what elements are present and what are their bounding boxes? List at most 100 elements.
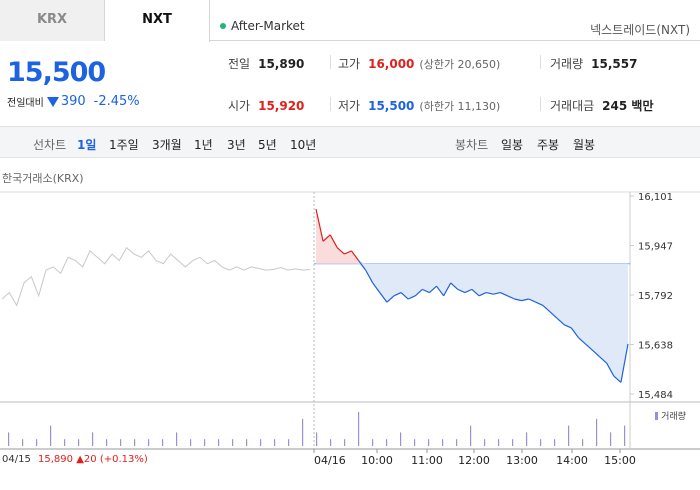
volume-bar (624, 425, 626, 446)
candle-monthly[interactable]: 월봉 (573, 138, 596, 152)
stat-label: 전일 (228, 57, 251, 71)
today-line-segment (407, 295, 416, 300)
divider (540, 55, 541, 69)
prev-day-line (1, 246, 311, 307)
today-line-segment (471, 288, 480, 297)
volume-bar (260, 439, 262, 446)
tab-krx[interactable]: KRX (0, 0, 105, 41)
period-3m[interactable]: 3개월 (152, 138, 182, 152)
volume-bar (274, 439, 276, 446)
today-line-segment (400, 292, 409, 300)
period-1w[interactable]: 1주일 (109, 138, 139, 152)
stat-value: 245 백만 (602, 99, 654, 113)
volume-bar (554, 439, 556, 446)
today-line-segment (592, 349, 601, 358)
today-line-segment (507, 295, 515, 300)
today-line-segment (563, 324, 572, 329)
stat-label: 고가 (338, 57, 361, 71)
today-line-segment (450, 282, 459, 290)
period-5y[interactable]: 5년 (258, 138, 277, 152)
period-10y[interactable]: 10년 (290, 138, 317, 152)
volume-bar (414, 439, 416, 446)
volume-bar (78, 439, 80, 446)
volume-bar (470, 425, 472, 446)
volume-bar (162, 439, 164, 446)
volume-bar (106, 439, 108, 446)
volume-bar (92, 432, 94, 446)
today-line-segment (486, 292, 494, 295)
volume-bar (512, 439, 514, 446)
period-1y[interactable]: 1년 (194, 138, 213, 152)
today-line-segment (556, 317, 565, 326)
prev-day-info: 04/15 15,890 ▲20 (+0.13%) (2, 454, 148, 465)
change-percent: -2.45% (93, 94, 140, 109)
today-line-segment (329, 234, 338, 248)
period-3y[interactable]: 3년 (227, 138, 246, 152)
today-line-segment (542, 304, 551, 313)
volume-swatch-icon (655, 411, 659, 420)
volume-bar (386, 439, 388, 446)
today-line-segment (493, 292, 501, 295)
today-line-segment (350, 250, 360, 261)
tab-nxt[interactable]: NXT (105, 0, 210, 42)
today-line-segment (393, 292, 402, 297)
candle-daily[interactable]: 일봉 (501, 138, 524, 152)
today-line-segment (599, 356, 608, 364)
current-price: 15,500 (7, 57, 106, 88)
today-line-segment (514, 298, 522, 302)
volume-bar (344, 439, 346, 446)
today-line-segment (429, 285, 437, 294)
today-line-segment (535, 301, 544, 306)
intraday-chart[interactable]: 16,101 15,947 15,792 15,638 15,484 04/16 10:00… (0, 190, 700, 490)
above-baseline-fill (316, 209, 628, 264)
period-1d[interactable]: 1일 (77, 138, 97, 152)
today-line-segment (549, 311, 558, 319)
x-tick-label: 04/16 (314, 454, 346, 467)
status-dot-icon (220, 23, 226, 29)
below-baseline-fill (316, 263, 628, 383)
stat-value: 15,500 (368, 98, 415, 113)
prev-day-pct: (+0.13%) (99, 454, 148, 465)
y-tick-label: 15,638 (638, 341, 673, 352)
volume-bar (330, 439, 332, 446)
x-tick-label: 10:00 (361, 454, 393, 467)
today-line-segment (344, 250, 352, 255)
candle-weekly[interactable]: 주봉 (537, 138, 560, 152)
volume-bar (22, 439, 24, 446)
today-line-segment (372, 282, 381, 293)
price-change: 전일대비 390 -2.45% (7, 94, 140, 109)
divider (330, 55, 331, 69)
prev-day-change: ▲20 (76, 454, 97, 465)
volume-legend: 거래량 (655, 409, 686, 422)
divider (540, 97, 541, 111)
stat-label: 거래량 (550, 57, 584, 71)
change-label: 전일대비 (7, 98, 44, 109)
today-line-segment (528, 298, 537, 303)
volume-bar (176, 432, 178, 446)
volume-bar (484, 439, 486, 446)
volume-bar (148, 439, 150, 446)
volume-bar (400, 432, 402, 446)
today-line-segment (386, 295, 395, 303)
y-tick-label: 15,484 (638, 390, 673, 401)
prev-day-date: 04/15 (2, 454, 31, 465)
x-tick-label: 14:00 (556, 454, 588, 467)
y-tick-label: 15,947 (638, 242, 673, 253)
stat-value: 15,557 (591, 56, 638, 71)
volume-bar (232, 439, 234, 446)
session-status: After-Market (220, 19, 305, 33)
volume-bar (302, 418, 304, 446)
stat-label: 거래대금 (550, 99, 595, 113)
volume-bar (582, 439, 584, 446)
volume-bar (204, 439, 206, 446)
x-tick-label: 11:00 (411, 454, 443, 467)
session-label: After-Market (231, 19, 305, 33)
today-line-segment (436, 285, 445, 297)
today-line-segment (478, 292, 487, 297)
y-tick-label: 16,101 (638, 192, 673, 203)
today-line-segment (521, 298, 529, 302)
today-line-segment (620, 343, 629, 383)
today-line-segment (336, 247, 345, 255)
stat-value: 16,000 (368, 56, 415, 71)
stat-sub: (상한가 20,650) (419, 57, 501, 71)
